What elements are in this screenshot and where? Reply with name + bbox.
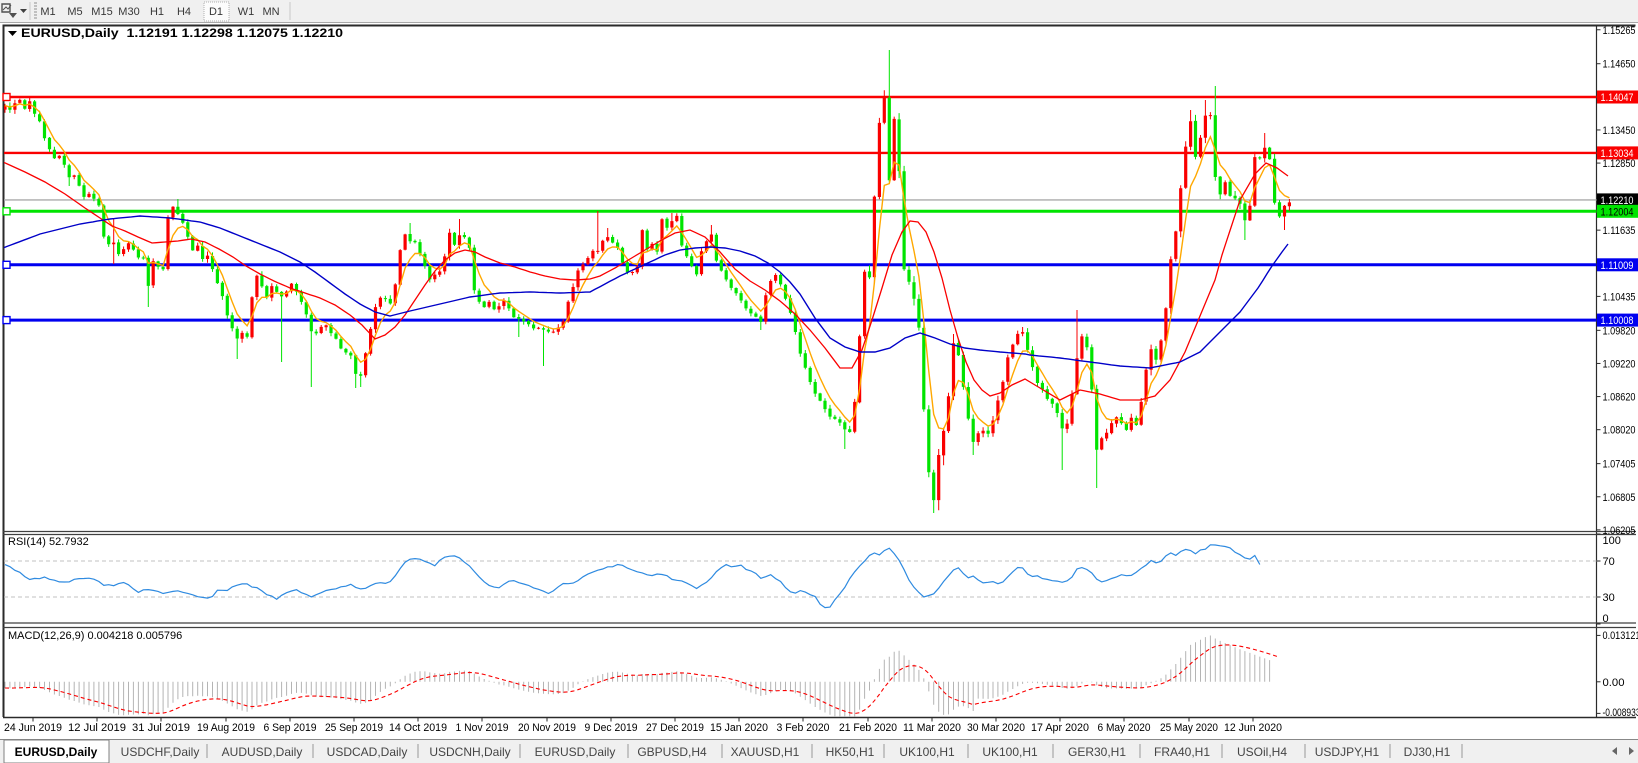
svg-text:AUDUSD,Daily: AUDUSD,Daily: [222, 745, 303, 759]
svg-text:3 Feb 2020: 3 Feb 2020: [777, 722, 830, 734]
svg-text:M5: M5: [67, 6, 82, 18]
svg-text:EURUSD,Daily: EURUSD,Daily: [535, 745, 616, 759]
svg-text:HK50,H1: HK50,H1: [826, 745, 875, 759]
svg-text:14 Oct 2019: 14 Oct 2019: [389, 722, 447, 734]
svg-text:USDCHF,Daily: USDCHF,Daily: [121, 745, 200, 759]
svg-text:H4: H4: [177, 6, 191, 18]
svg-text:1.14047: 1.14047: [1601, 92, 1634, 104]
svg-text:1.06205: 1.06205: [1603, 525, 1636, 537]
svg-text:25 May 2020: 25 May 2020: [1160, 722, 1218, 734]
svg-text:1.12210: 1.12210: [1601, 195, 1634, 207]
svg-text:0.00: 0.00: [1603, 677, 1625, 689]
svg-text:USDCAD,Daily: USDCAD,Daily: [327, 745, 408, 759]
svg-text:1.15265: 1.15265: [1603, 25, 1636, 37]
svg-text:UK100,H1: UK100,H1: [982, 745, 1038, 759]
svg-text:12 Jul 2019: 12 Jul 2019: [68, 722, 126, 734]
svg-text:0.013121: 0.013121: [1603, 630, 1638, 642]
svg-text:1.12850: 1.12850: [1603, 158, 1636, 170]
svg-text:DJ30,H1: DJ30,H1: [1404, 745, 1451, 759]
svg-text:1.11009: 1.11009: [1601, 260, 1634, 272]
svg-text:1.13450: 1.13450: [1603, 125, 1636, 137]
svg-text:1.10435: 1.10435: [1603, 291, 1636, 303]
svg-text:GBPUSD,H4: GBPUSD,H4: [637, 745, 707, 759]
svg-text:70: 70: [1603, 556, 1615, 568]
svg-text:GER30,H1: GER30,H1: [1068, 745, 1126, 759]
svg-text:EURUSD,Daily: EURUSD,Daily: [15, 745, 98, 759]
svg-text:25 Sep 2019: 25 Sep 2019: [325, 722, 383, 734]
svg-text:1.12004: 1.12004: [1601, 206, 1634, 218]
svg-text:USDJPY,H1: USDJPY,H1: [1315, 745, 1380, 759]
svg-text:11 Mar 2020: 11 Mar 2020: [903, 722, 961, 734]
svg-text:15 Jan 2020: 15 Jan 2020: [710, 722, 768, 734]
svg-text:UK100,H1: UK100,H1: [899, 745, 955, 759]
svg-text:EURUSD,Daily 1.12191 1.12298: EURUSD,Daily 1.12191 1.12298 1.12075 1.1…: [21, 26, 343, 40]
svg-text:MACD(12,26,9) 0.004218 0.00579: MACD(12,26,9) 0.004218 0.005796: [8, 630, 182, 642]
svg-text:1.09820: 1.09820: [1603, 325, 1636, 337]
svg-text:XAUUSD,H1: XAUUSD,H1: [731, 745, 800, 759]
svg-text:M15: M15: [91, 6, 112, 18]
svg-text:MN: MN: [262, 6, 279, 18]
svg-text:20 Nov 2019: 20 Nov 2019: [518, 722, 576, 734]
svg-text:USOil,H4: USOil,H4: [1237, 745, 1287, 759]
svg-text:H1: H1: [150, 6, 164, 18]
svg-text:1.10008: 1.10008: [1601, 315, 1634, 327]
svg-text:1.13034: 1.13034: [1601, 148, 1634, 160]
svg-text:0: 0: [1603, 613, 1609, 625]
svg-text:1.08620: 1.08620: [1603, 392, 1636, 404]
svg-text:1.14650: 1.14650: [1603, 59, 1636, 71]
svg-text:M30: M30: [118, 6, 139, 18]
svg-text:24 Jun 2019: 24 Jun 2019: [4, 722, 62, 734]
svg-text:30: 30: [1603, 592, 1615, 604]
svg-text:1 Nov 2019: 1 Nov 2019: [456, 722, 509, 734]
svg-text:1.06805: 1.06805: [1603, 492, 1636, 504]
svg-text:FRA40,H1: FRA40,H1: [1154, 745, 1210, 759]
svg-text:M1: M1: [40, 6, 55, 18]
svg-text:9 Dec 2019: 9 Dec 2019: [585, 722, 638, 734]
svg-text:31 Jul 2019: 31 Jul 2019: [132, 722, 190, 734]
svg-text:27 Dec 2019: 27 Dec 2019: [646, 722, 704, 734]
svg-text:1.11635: 1.11635: [1603, 225, 1636, 237]
svg-text:100: 100: [1603, 535, 1621, 547]
svg-text:21 Feb 2020: 21 Feb 2020: [839, 722, 897, 734]
svg-text:12 Jun 2020: 12 Jun 2020: [1224, 722, 1282, 734]
svg-text:USDCNH,Daily: USDCNH,Daily: [429, 745, 510, 759]
svg-text:1.07405: 1.07405: [1603, 459, 1636, 471]
svg-text:1.09220: 1.09220: [1603, 358, 1636, 370]
svg-text:W1: W1: [238, 6, 255, 18]
svg-text:6 May 2020: 6 May 2020: [1098, 722, 1151, 734]
svg-text:30 Mar 2020: 30 Mar 2020: [967, 722, 1025, 734]
svg-text:D1: D1: [209, 6, 223, 18]
svg-text:RSI(14) 52.7932: RSI(14) 52.7932: [8, 536, 89, 548]
svg-text:17 Apr 2020: 17 Apr 2020: [1031, 722, 1089, 734]
svg-text:6 Sep 2019: 6 Sep 2019: [264, 722, 317, 734]
svg-text:1.08020: 1.08020: [1603, 425, 1636, 437]
svg-text:19 Aug 2019: 19 Aug 2019: [197, 722, 255, 734]
svg-text:-0.008933: -0.008933: [1603, 707, 1638, 719]
